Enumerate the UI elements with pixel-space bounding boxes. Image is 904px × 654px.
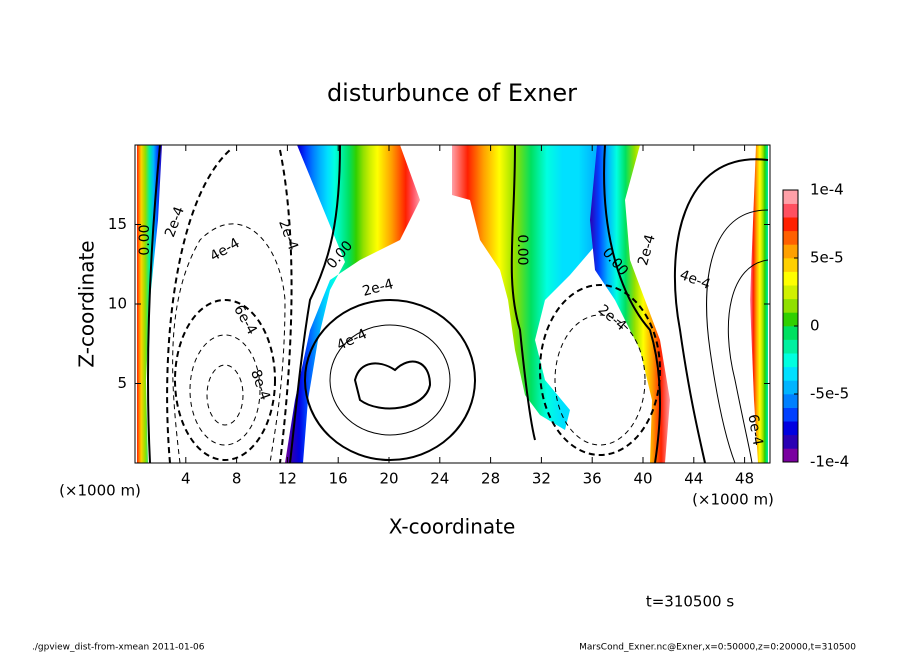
contour-line [603, 144, 661, 464]
footer-right: MarsCond_Exner.nc@Exner,x=0:50000,z=0:20… [579, 643, 856, 653]
colorbar-segment [783, 230, 798, 245]
colorbar-tick-label: -1e-4 [810, 453, 849, 471]
contour-label: 8e-4 [247, 367, 273, 402]
contour-label: 2e-4 [275, 217, 301, 252]
contour-label: 4e-4 [677, 267, 712, 293]
contour-line [706, 209, 769, 464]
contours [147, 144, 769, 464]
colorbar-segment [783, 407, 798, 422]
x-axis-label: X-coordinate [389, 515, 516, 539]
colorbar-segment [783, 366, 798, 381]
colorbar-segment [783, 353, 798, 368]
shade-band [750, 145, 768, 463]
contour-line [166, 149, 293, 464]
x-tick-label: 44 [684, 470, 703, 488]
contour-line [174, 299, 276, 461]
contour-line [147, 144, 161, 464]
colorbar-segment [783, 285, 798, 300]
shade-band [452, 145, 610, 430]
shade-band [285, 145, 420, 463]
colorbar-tick-label: -5e-5 [810, 385, 849, 403]
contour-line [673, 158, 769, 464]
contour-label: 2e-4 [635, 233, 659, 268]
x-tick-label: 16 [329, 470, 348, 488]
colorbar-segment [783, 244, 798, 259]
y-tick-label: 5 [117, 374, 127, 392]
x-tick-label: 28 [481, 470, 500, 488]
colorbar-segment [783, 258, 798, 272]
colorbar-segment [783, 312, 798, 327]
colorbar-segment [783, 434, 798, 449]
contour-line [206, 364, 244, 426]
contour-line [189, 334, 261, 446]
contour-line [727, 259, 769, 464]
colorbar-tick-label: 5e-5 [810, 249, 844, 267]
shade-band [590, 145, 670, 463]
colorbar-segment [783, 271, 798, 286]
contour-label: 4e-4 [334, 326, 369, 354]
contour-label: 0.00 [137, 224, 153, 255]
y-tick-label: 10 [108, 295, 127, 313]
x-tick-label: 36 [583, 470, 602, 488]
contour-label: 6e-4 [230, 302, 260, 337]
y-tick-label: 15 [108, 215, 127, 233]
x-tick-label: 12 [278, 470, 297, 488]
colorbar-segment [783, 326, 798, 340]
contour-label: 2e-4 [162, 204, 188, 239]
colorbar-segment [783, 394, 798, 408]
contour-line [539, 284, 661, 456]
time-label: t=310500 s [646, 593, 734, 611]
x-tick-label: 32 [532, 470, 551, 488]
contour-line [329, 324, 451, 436]
x-tick-label: 24 [430, 470, 449, 488]
colorbar-tick-label: 0 [810, 317, 820, 335]
contour-line [289, 144, 341, 464]
colorbar-segment [783, 380, 798, 395]
contour-line [510, 144, 536, 441]
colorbar-segment [783, 339, 798, 354]
x-tick-label: 48 [735, 470, 754, 488]
axes: 4 8 12 16 20 24 28 32 36 40 44 48510151e-45e-50-5e-… [108, 145, 849, 488]
colorbar-tick-label: 1e-4 [810, 181, 844, 199]
colorbar-segment [783, 421, 798, 436]
x-tick-label: 20 [379, 470, 398, 488]
color-field [137, 145, 768, 463]
footer-left: ./gpview_dist-from-xmean 2011-01-06 [32, 643, 205, 653]
x-unit: (×1000 m) [692, 491, 774, 509]
chart-title: disturbunce of Exner [327, 79, 577, 107]
y-axis-label: Z-coordinate [75, 240, 99, 367]
x-tick-label: 4 [181, 470, 191, 488]
colorbar-segment [783, 298, 798, 313]
contour-label: 0.00 [514, 234, 530, 265]
colorbar-segment [783, 190, 798, 204]
contour-line [172, 223, 286, 464]
colorbar-segment [783, 203, 798, 218]
contour-label: 2e-4 [361, 276, 396, 300]
colorbar-segment [783, 217, 798, 232]
x-tick-label: 8 [232, 470, 242, 488]
contour-label: 4e-4 [207, 235, 242, 265]
contour-label: 6e-4 [744, 413, 765, 447]
x-tick-label: 40 [633, 470, 652, 488]
y-unit: (×1000 m) [59, 482, 141, 500]
contour-line [353, 360, 432, 410]
colorbar-segment [783, 448, 798, 463]
contour-line [304, 299, 476, 461]
contour-line [554, 314, 646, 446]
